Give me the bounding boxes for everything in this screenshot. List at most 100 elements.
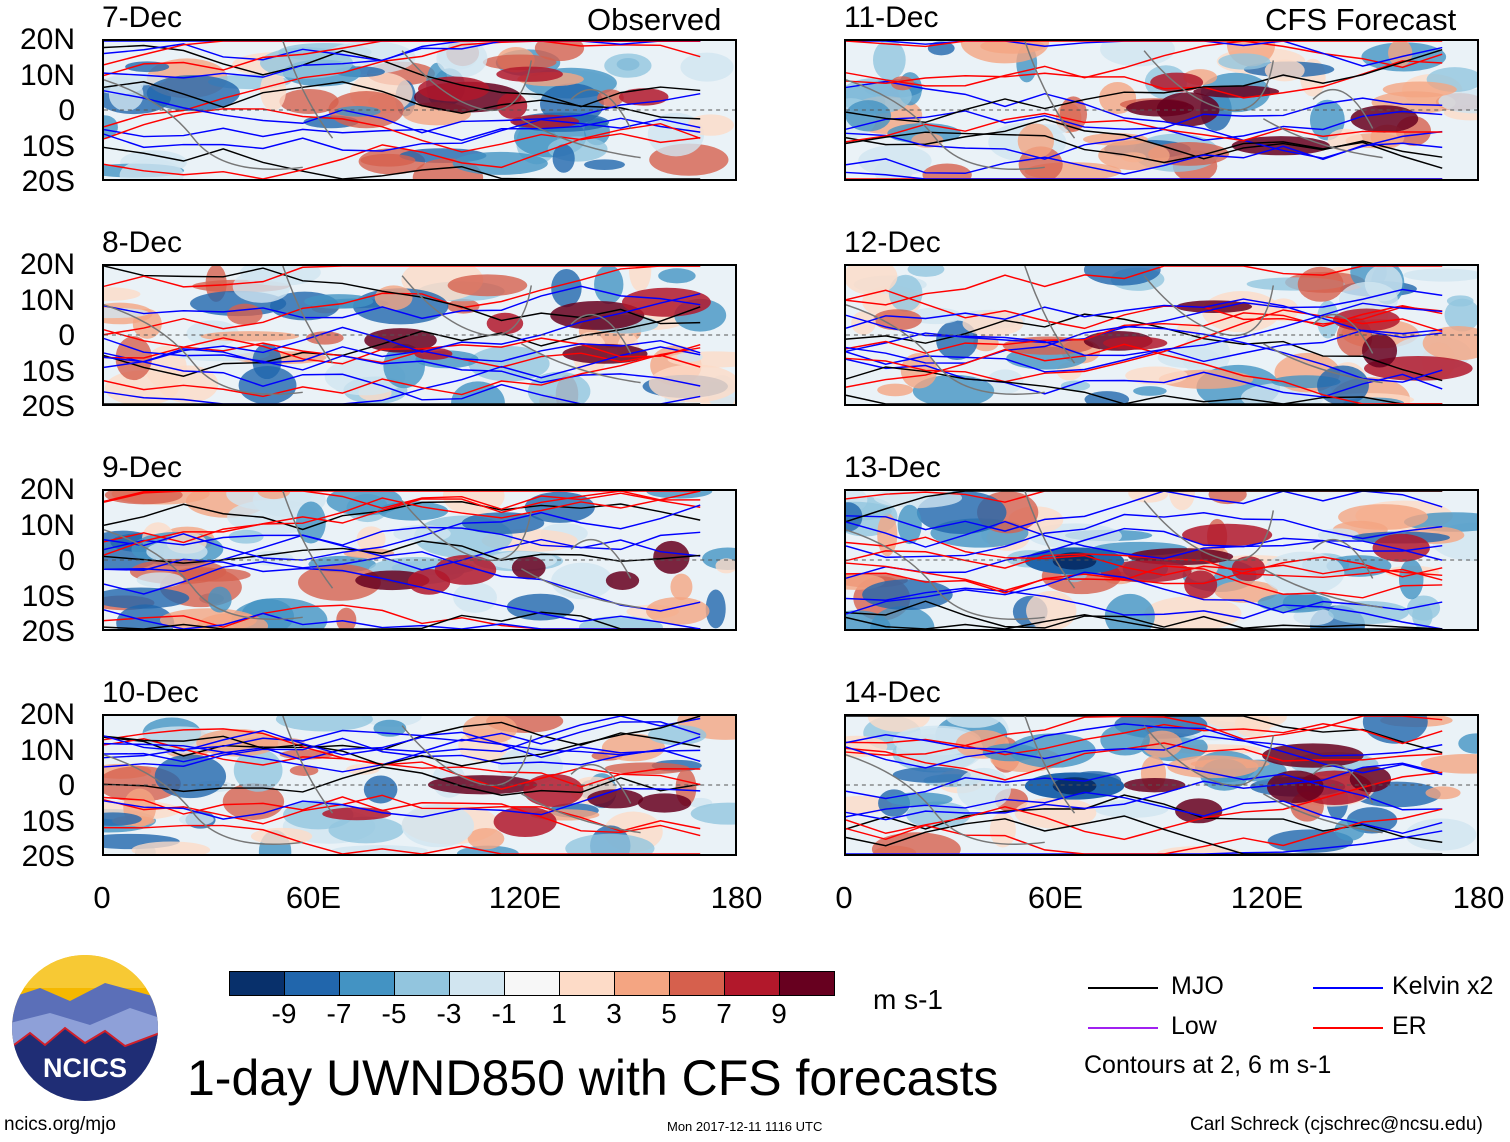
wind-anomaly-blob bbox=[1398, 559, 1424, 600]
colorbar-label: 9 bbox=[771, 998, 787, 1029]
lat-tick-label: 20N bbox=[19, 23, 75, 56]
contour-line bbox=[846, 587, 1443, 629]
wind-anomaly-blob bbox=[565, 833, 655, 854]
contour-line bbox=[846, 48, 1443, 124]
lat-tick-label: 10S bbox=[21, 354, 75, 388]
contour-line bbox=[104, 729, 701, 759]
contour-line bbox=[104, 491, 701, 544]
wind-anomaly-blob bbox=[687, 114, 735, 136]
wind-anomaly-blob bbox=[1420, 753, 1477, 774]
wind-anomaly-core bbox=[1150, 72, 1204, 93]
contour-line bbox=[846, 771, 1443, 841]
colorbar-swatch bbox=[670, 972, 725, 995]
contour-line bbox=[104, 716, 701, 773]
lon-tick-label: 60E bbox=[1027, 880, 1084, 915]
wind-anomaly-blob bbox=[116, 604, 175, 629]
wind-anomaly-blob bbox=[1098, 140, 1170, 171]
wind-anomaly-blob bbox=[1264, 59, 1305, 82]
lat-tick-label: 0 bbox=[58, 544, 75, 577]
lon-tick-label: 120E bbox=[488, 880, 562, 915]
map-panel-9-Dec bbox=[102, 489, 737, 631]
map-panel-11-Dec bbox=[844, 39, 1479, 181]
colorbar-swatch bbox=[340, 972, 395, 995]
lon-tick-label: 0 bbox=[93, 880, 111, 915]
lon-tick-label: 60E bbox=[285, 880, 342, 915]
map-panel-8-Dec bbox=[102, 264, 737, 406]
contour-line bbox=[846, 304, 1443, 354]
colorbar-swatch bbox=[395, 972, 450, 995]
wind-anomaly-core bbox=[605, 571, 640, 590]
contour-line bbox=[104, 118, 701, 152]
contour-line bbox=[846, 491, 1443, 532]
contour-line bbox=[846, 600, 1443, 629]
wind-anomaly-blob bbox=[1214, 580, 1279, 603]
wind-anomaly-blob bbox=[873, 41, 906, 81]
wind-anomaly-blob bbox=[452, 151, 548, 175]
contour-line bbox=[104, 504, 701, 561]
contour-note: Contours at 2, 6 m s-1 bbox=[1084, 1051, 1332, 1079]
wind-anomaly-blob bbox=[131, 841, 211, 854]
contour-line bbox=[104, 604, 701, 629]
mjo-legend-line bbox=[1088, 987, 1158, 989]
wind-anomaly-blob bbox=[1218, 53, 1271, 70]
contour-line bbox=[846, 41, 1443, 87]
lon-tick-label: 180 bbox=[1452, 880, 1505, 915]
coastline bbox=[104, 716, 641, 845]
wind-anomaly-blob bbox=[1017, 123, 1055, 159]
wind-anomaly-core bbox=[1262, 743, 1364, 768]
wind-anomaly-blob bbox=[1425, 786, 1461, 800]
contour-line bbox=[846, 41, 1443, 48]
wind-anomaly-blob bbox=[1141, 730, 1183, 758]
wind-anomaly-blob bbox=[1297, 266, 1344, 302]
wind-anomaly-blob bbox=[336, 607, 357, 629]
colorbar-swatch bbox=[560, 972, 615, 995]
wind-anomaly-blob bbox=[1204, 716, 1287, 731]
wind-anomaly-core bbox=[562, 343, 648, 364]
wind-anomaly-core bbox=[497, 92, 528, 119]
wind-anomaly-blob bbox=[1084, 391, 1130, 404]
contour-line bbox=[104, 122, 701, 179]
lat-tick-label: 10N bbox=[19, 508, 75, 542]
wind-anomaly-core bbox=[418, 76, 490, 102]
coastline bbox=[104, 41, 641, 170]
wind-anomaly-blob bbox=[552, 144, 575, 173]
wind-anomaly-blob bbox=[629, 266, 652, 292]
wind-anomaly-blob bbox=[1446, 295, 1474, 307]
contour-line bbox=[846, 562, 1443, 599]
lat-tick-label: 10S bbox=[21, 804, 75, 838]
low-legend-line bbox=[1088, 1027, 1158, 1029]
wind-anomaly-core bbox=[1182, 523, 1273, 547]
wind-anomaly-blob bbox=[551, 562, 613, 600]
wind-anomaly-blob bbox=[1167, 755, 1259, 779]
contour-line bbox=[846, 60, 1443, 99]
footer-url[interactable]: ncics.org/mjo bbox=[4, 1114, 116, 1135]
wind-anomaly-blob bbox=[104, 812, 142, 826]
colorbar-label: -7 bbox=[326, 998, 352, 1029]
wind-anomaly-blob bbox=[551, 268, 582, 308]
wind-anomaly-blob bbox=[989, 812, 1016, 848]
wind-anomaly-blob bbox=[1362, 716, 1428, 744]
wind-anomaly-blob bbox=[922, 163, 972, 179]
wind-anomaly-blob bbox=[506, 593, 575, 621]
colorbar-swatch bbox=[615, 972, 670, 995]
wind-anomaly-blob bbox=[226, 491, 313, 511]
contour-line bbox=[846, 808, 1443, 854]
colorbar-swatch bbox=[725, 972, 780, 995]
observed-title: Observed bbox=[587, 2, 722, 37]
legend-low: Low bbox=[1171, 1012, 1217, 1040]
wind-anomaly-blob bbox=[453, 582, 497, 613]
contour-line bbox=[846, 366, 1443, 404]
legend-mjo: MJO bbox=[1171, 972, 1224, 1000]
contour-line bbox=[846, 112, 1443, 143]
wind-anomaly-blob bbox=[1133, 386, 1167, 396]
wind-anomaly-blob bbox=[658, 268, 696, 284]
wind-anomaly-blob bbox=[1100, 41, 1175, 67]
wind-anomaly-blob bbox=[1458, 733, 1477, 754]
contour-line bbox=[104, 306, 701, 377]
wind-anomaly-blob bbox=[296, 501, 326, 544]
contour-line bbox=[846, 723, 1443, 776]
contour-line bbox=[104, 538, 701, 595]
map-panel-12-Dec bbox=[844, 264, 1479, 406]
contour-line bbox=[104, 44, 701, 108]
wind-anomaly-core bbox=[1333, 308, 1400, 332]
